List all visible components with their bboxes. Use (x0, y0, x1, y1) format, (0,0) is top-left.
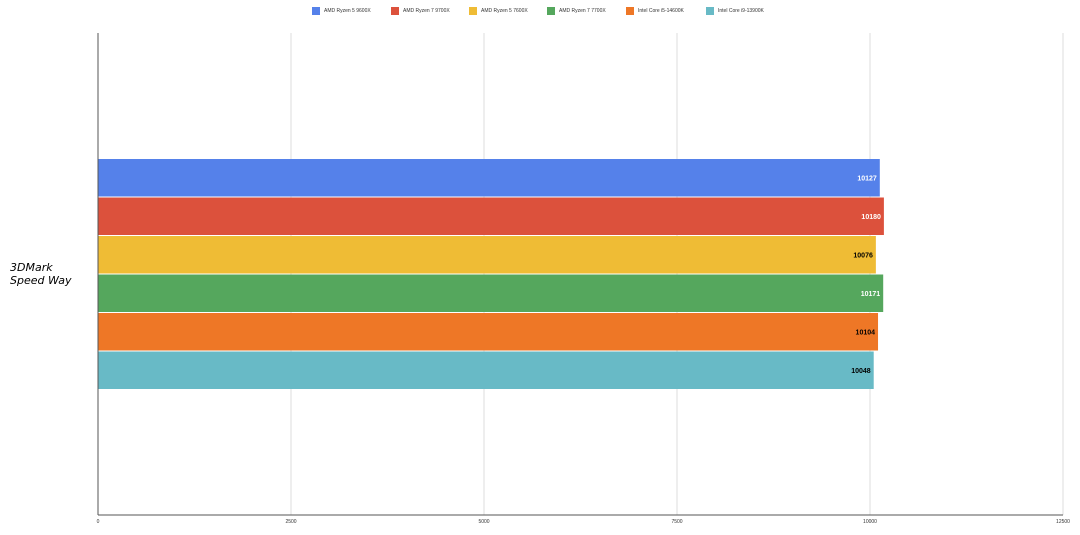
chart-legend: AMD Ryzen 5 9600X AMD Ryzen 7 9700X AMD Ry… (0, 6, 1080, 20)
data-label: 10171 (861, 291, 881, 298)
legend-swatch (547, 7, 555, 15)
legend-swatch (469, 7, 477, 15)
x-tick-label: 0 (97, 519, 100, 525)
category-label-line: Speed Way (10, 274, 72, 287)
category-label: 3DMark Speed Way (10, 261, 90, 287)
legend-swatch (626, 7, 634, 15)
bar (98, 236, 876, 274)
data-label: 10127 (857, 175, 877, 182)
bar (98, 351, 874, 389)
bar (98, 159, 880, 197)
data-label: 10104 (856, 329, 876, 336)
category-label-line: 3DMark (10, 261, 53, 274)
bar (98, 313, 879, 351)
bar (98, 274, 884, 312)
x-tick-label: 2500 (285, 519, 296, 525)
x-tick-label: 12500 (1056, 519, 1070, 525)
x-tick-label: 10000 (863, 519, 877, 525)
legend-label: AMD Ryzen 7 7700X (559, 8, 606, 14)
legend-label: AMD Ryzen 5 9600X (324, 8, 371, 14)
bar (98, 197, 884, 235)
legend-swatch (391, 7, 399, 15)
legend-swatch (312, 7, 320, 15)
data-label: 10076 (853, 252, 873, 259)
legend-label: Intel Core i9-13900K (718, 8, 764, 14)
x-tick-label: 5000 (478, 519, 489, 525)
x-tick-label: 7500 (671, 519, 682, 525)
legend-swatch (706, 7, 714, 15)
legend-label: Intel Core i5-14600K (638, 8, 684, 14)
legend-label: AMD Ryzen 5 7600X (481, 8, 528, 14)
data-label: 10048 (851, 368, 871, 375)
legend-label: AMD Ryzen 7 9700X (403, 8, 450, 14)
data-label: 10180 (861, 214, 881, 221)
